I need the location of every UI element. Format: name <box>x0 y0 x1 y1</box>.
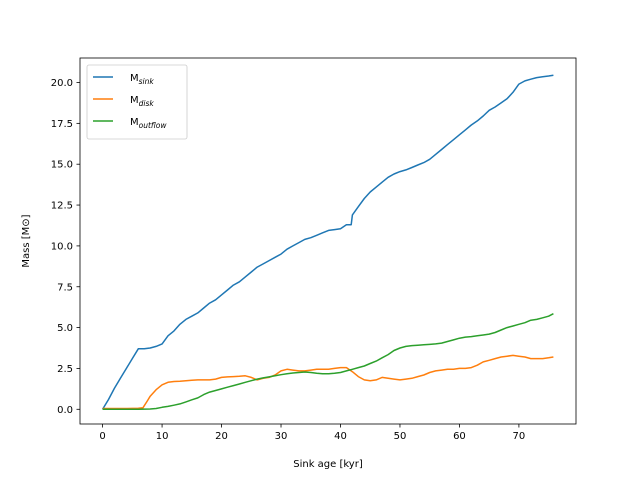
series-line-disk <box>102 354 554 410</box>
x-axis-label: Sink age [kyr] <box>293 459 363 470</box>
legend-label-disk: Mdisk <box>130 95 154 108</box>
x-tick-label: 0 <box>99 431 105 442</box>
y-tick-label: 0.0 <box>57 405 73 416</box>
legend: Msink Mdisk Moutflow <box>86 64 188 140</box>
y-tick-label: 20.0 <box>51 78 73 89</box>
series-line-sink <box>101 74 554 410</box>
y-tick-label: 10.0 <box>51 241 73 252</box>
series-line-outflow <box>102 313 554 411</box>
x-tick-label: 40 <box>334 431 347 442</box>
x-tick-label: 30 <box>275 431 288 442</box>
y-axis: 0.0 2.5 5.0 7.5 10.0 12.5 15.0 17.5 20.0 <box>51 78 80 416</box>
legend-label-sink: Msink <box>130 73 154 86</box>
x-tick-label: 20 <box>215 431 228 442</box>
x-axis: 0 10 20 30 40 50 60 70 <box>99 424 525 442</box>
y-tick-label: 15.0 <box>51 160 73 171</box>
y-axis-label: Mass [M⊙] <box>21 214 32 267</box>
x-tick-label: 70 <box>513 431 526 442</box>
x-tick-label: 10 <box>156 431 169 442</box>
series-layer <box>101 74 554 411</box>
y-tick-label: 7.5 <box>57 282 73 293</box>
y-tick-label: 17.5 <box>51 119 73 130</box>
x-tick-label: 50 <box>394 431 407 442</box>
y-tick-label: 12.5 <box>51 201 73 212</box>
y-tick-label: 5.0 <box>57 323 73 334</box>
y-tick-label: 2.5 <box>57 364 73 375</box>
legend-label-outflow: Moutflow <box>130 117 167 130</box>
plot-frame <box>79 57 577 425</box>
x-tick-label: 60 <box>453 431 466 442</box>
